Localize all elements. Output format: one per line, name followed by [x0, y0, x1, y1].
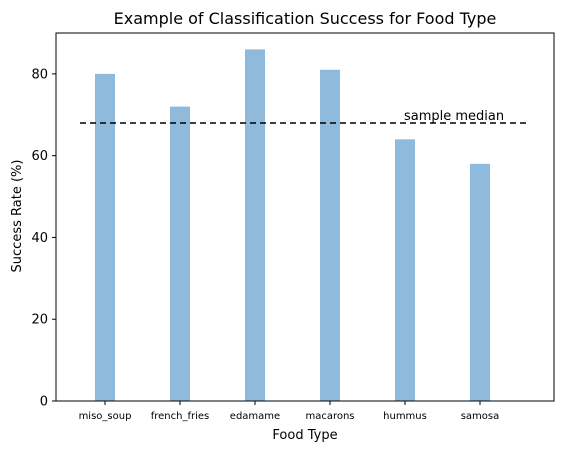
y-tick-label: 40: [31, 231, 48, 246]
y-tick-label: 0: [40, 395, 48, 410]
bar-macarons: [320, 69, 340, 402]
y-tick-label: 60: [31, 149, 48, 164]
bar-french_fries: [170, 106, 190, 401]
y-tick-label: 20: [31, 313, 48, 328]
x-tick-label-edamame: edamame: [230, 411, 280, 422]
bar-edamame: [245, 49, 265, 401]
plot-frame: [55, 32, 555, 402]
x-tick-label-french_fries: french_fries: [151, 411, 210, 422]
x-axis-ticks: miso_soup french_fries edamame macarons humm…: [79, 401, 500, 422]
y-axis-ticks: 0 20 40 60 80: [31, 67, 56, 410]
x-axis-label: Food Type: [272, 428, 337, 443]
x-tick-label-samosa: samosa: [461, 411, 500, 422]
y-axis-label: Success Rate (%): [10, 160, 25, 273]
x-tick-label-hummus: hummus: [383, 411, 427, 422]
x-tick-label-miso_soup: miso_soup: [79, 411, 132, 422]
chart-title: Example of Classification Success for Fo…: [114, 9, 497, 28]
x-tick-label-macarons: macarons: [305, 411, 354, 422]
bar-samosa: [470, 163, 490, 401]
bar-hummus: [395, 139, 415, 402]
sample-median-label: sample median: [404, 109, 504, 124]
bar-miso_soup: [95, 73, 115, 401]
bars-group: [95, 49, 490, 402]
y-tick-label: 80: [31, 67, 48, 82]
